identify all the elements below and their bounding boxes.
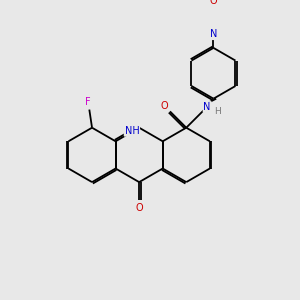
Text: F: F bbox=[85, 97, 90, 107]
Text: O: O bbox=[135, 202, 143, 212]
Text: N: N bbox=[210, 29, 217, 39]
Text: N: N bbox=[203, 102, 211, 112]
Text: NH: NH bbox=[124, 126, 139, 136]
Text: H: H bbox=[214, 107, 220, 116]
Text: O: O bbox=[161, 101, 168, 111]
Text: O: O bbox=[210, 0, 217, 6]
